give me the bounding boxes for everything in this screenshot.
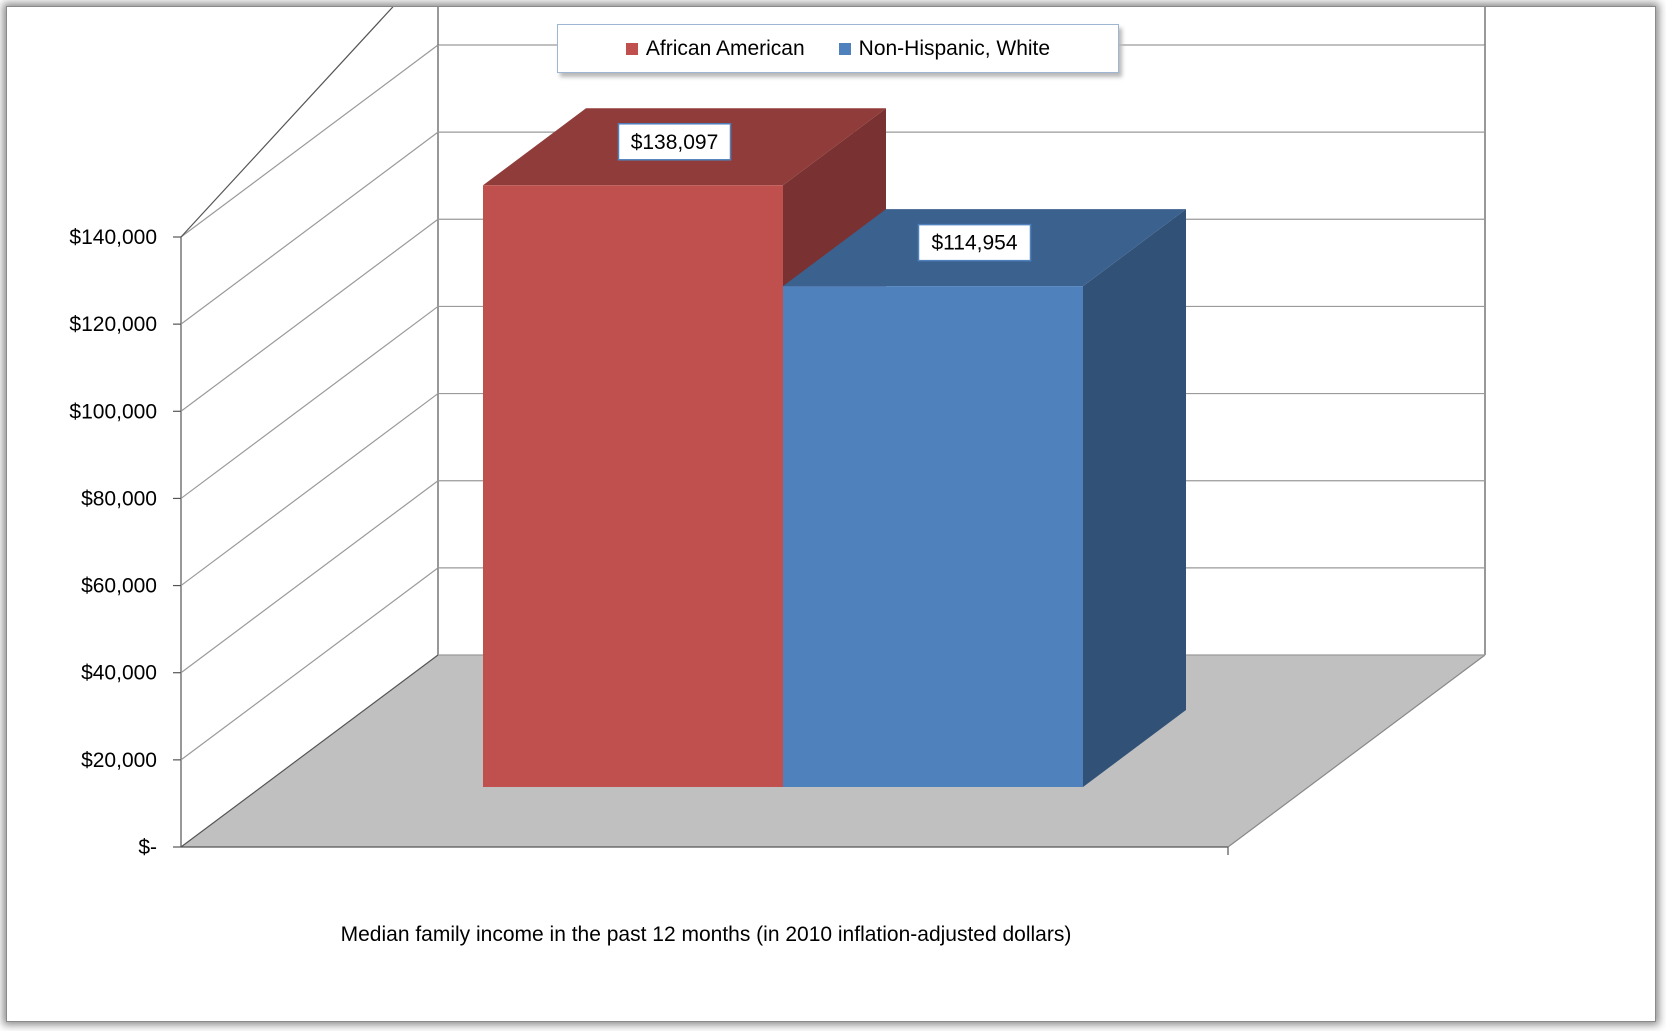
gridline-side <box>180 131 439 325</box>
y-tick-label: $80,000 <box>81 487 157 510</box>
bar-chart: $- $20,000 $40,000 $60,000 $80,000 $100,000 $1… <box>69 7 1486 859</box>
y-tick-label: $140,000 <box>69 226 157 249</box>
data-label-box <box>917 223 1032 262</box>
legend-label-non-hispanic-white: Non-Hispanic, White <box>858 36 1051 60</box>
data-label-non-hispanic-white: $114,954 <box>917 223 1032 262</box>
bar-non-hispanic-white <box>783 209 1186 787</box>
legend-swatch-african-american <box>625 42 638 55</box>
bar-front-face <box>783 286 1083 787</box>
bar-front-face <box>483 185 783 788</box>
legend-item-african-american: African American <box>625 36 805 61</box>
x-axis-title: Median family income in the past 12 mont… <box>340 923 1072 946</box>
y-tick-label: $40,000 <box>81 662 157 685</box>
bars <box>483 108 1186 788</box>
y-tick-label: $120,000 <box>69 313 157 336</box>
y-tick-label: $- <box>138 836 157 859</box>
legend-item-non-hispanic-white: Non-Hispanic, White <box>838 36 1051 61</box>
floor-right-edge <box>1227 654 1486 848</box>
y-tick-label: $20,000 <box>81 749 157 772</box>
data-label-value: $114,954 <box>931 232 1017 255</box>
gridline-side <box>180 567 439 761</box>
legend-swatch-non-hispanic-white <box>838 42 851 55</box>
gridline-side <box>180 393 439 587</box>
y-tick-label: $60,000 <box>81 575 157 598</box>
gridline-side <box>180 480 439 674</box>
gridline-side <box>180 218 439 412</box>
bar-side-face <box>1083 209 1186 787</box>
data-label-value: $138,097 <box>631 131 719 154</box>
legend: African American Non-Hispanic, White <box>557 24 1119 73</box>
data-labels: $138,097 $114,954 <box>617 123 1032 262</box>
data-label-african-american: $138,097 <box>617 123 732 161</box>
gridline-side <box>180 305 439 499</box>
y-tick-label: $100,000 <box>69 400 157 423</box>
y-axis: $- $20,000 $40,000 $60,000 $80,000 $100,000 $1… <box>69 226 181 859</box>
data-label-box <box>617 123 732 161</box>
chart-walls <box>180 45 1486 855</box>
chart-frame: $- $20,000 $40,000 $60,000 $80,000 $100,000 $1… <box>6 6 1656 1022</box>
gridline-side-top <box>180 7 394 238</box>
gridline-side <box>180 654 439 848</box>
gridline-side <box>180 44 439 238</box>
legend-label-african-american: African American <box>645 36 805 60</box>
